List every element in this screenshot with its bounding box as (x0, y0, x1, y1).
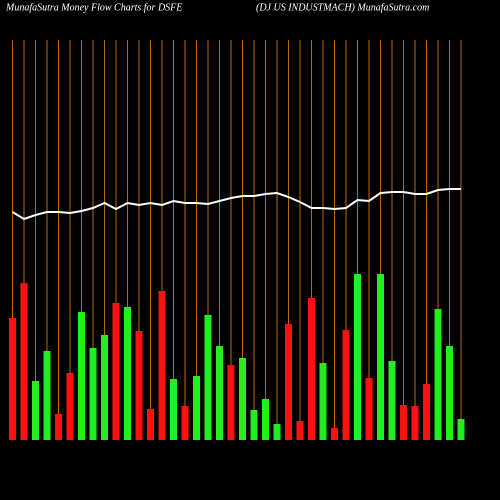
bar (239, 358, 246, 440)
bar (446, 346, 453, 440)
bar (170, 379, 177, 440)
bar (411, 406, 419, 440)
bar (158, 291, 166, 440)
bar (262, 399, 269, 440)
bar (43, 351, 51, 440)
bar (319, 363, 327, 440)
bar (101, 335, 108, 440)
chart-subtitle: (DJ US INDUSTMACH) MunafaSutra.com (256, 2, 429, 13)
bar (204, 315, 212, 440)
bar (377, 274, 384, 440)
bar (423, 384, 430, 440)
bar (331, 428, 338, 440)
bar (273, 424, 281, 440)
bar (434, 309, 442, 440)
bar (308, 298, 315, 440)
bar (89, 348, 97, 440)
bar (457, 419, 465, 440)
bar (227, 365, 235, 440)
bar (216, 346, 223, 440)
bar (296, 421, 304, 440)
bar (20, 283, 28, 440)
money-flow-line (11, 188, 461, 221)
bar (400, 405, 407, 440)
bar (9, 318, 16, 440)
bar (32, 381, 39, 440)
bar (112, 303, 120, 440)
bar (66, 373, 74, 440)
bar (181, 406, 189, 440)
bar (365, 378, 373, 440)
bar (388, 361, 396, 440)
bar (342, 330, 350, 440)
bar (354, 274, 361, 440)
bar (135, 331, 143, 440)
chart-title: MunafaSutra Money Flow Charts for DSFE (5, 2, 182, 13)
bar (147, 409, 154, 440)
bar (285, 324, 292, 440)
bar (193, 376, 200, 440)
bar (250, 410, 258, 440)
bar (55, 414, 62, 440)
bar (124, 307, 131, 440)
bar (78, 312, 85, 440)
